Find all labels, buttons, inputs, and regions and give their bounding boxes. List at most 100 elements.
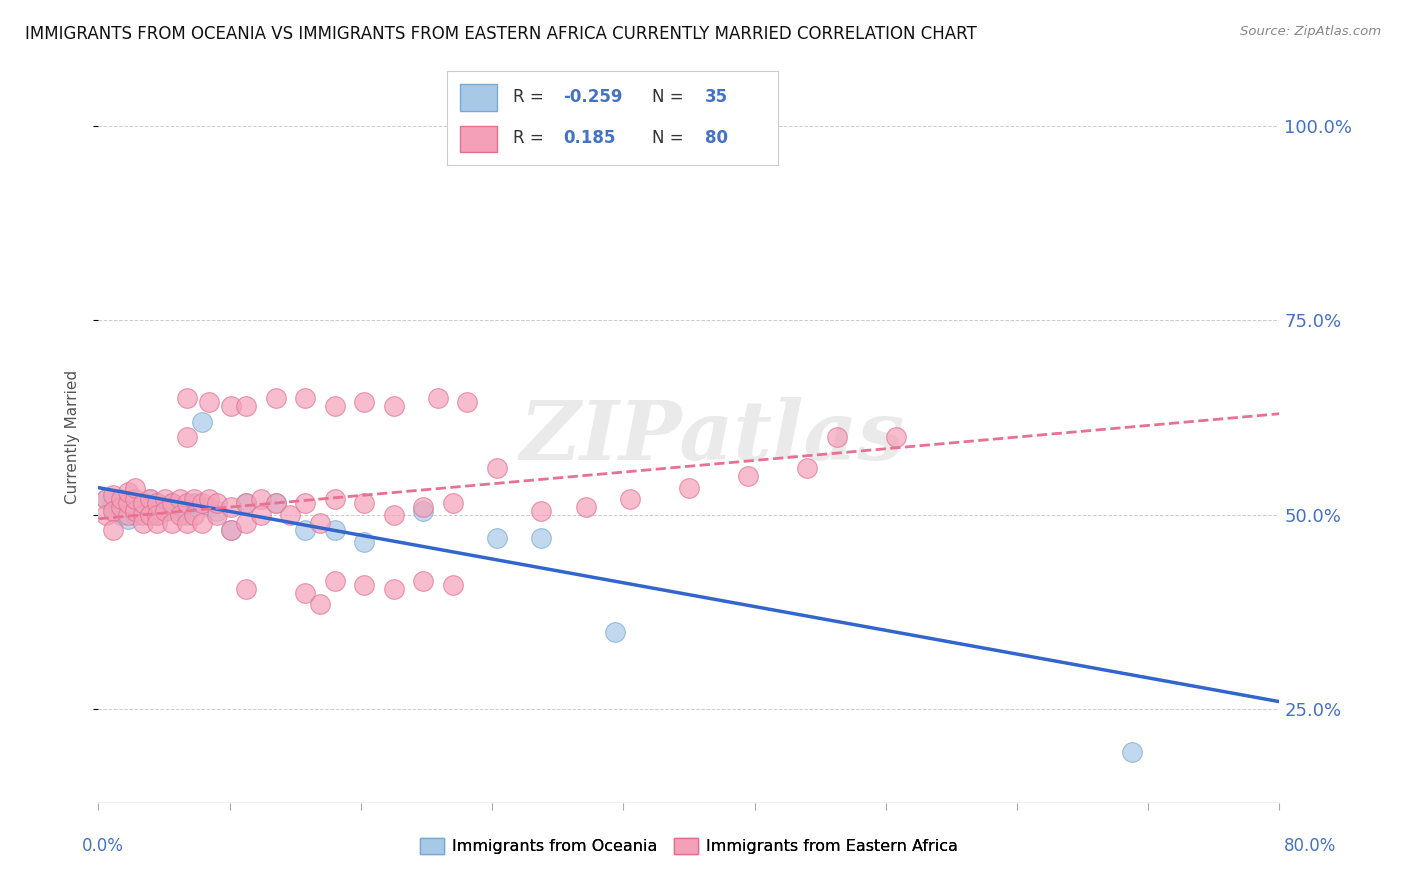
Point	[235, 496, 257, 510]
Point	[153, 492, 176, 507]
Point	[884, 430, 907, 444]
Point	[382, 508, 405, 522]
Legend: Immigrants from Oceania, Immigrants from Eastern Africa: Immigrants from Oceania, Immigrants from…	[413, 831, 965, 861]
Point	[825, 430, 848, 444]
Point	[198, 500, 221, 515]
Point	[412, 504, 434, 518]
Point	[353, 496, 375, 510]
Point	[457, 395, 479, 409]
Point	[486, 531, 509, 545]
Point	[183, 492, 205, 507]
Point	[162, 496, 183, 510]
Point	[191, 415, 214, 429]
Point	[162, 496, 183, 510]
Point	[110, 492, 132, 507]
Text: N =: N =	[652, 128, 689, 147]
Point	[117, 512, 139, 526]
Point	[205, 508, 228, 522]
Point	[124, 504, 146, 518]
Point	[176, 430, 198, 444]
Text: 80.0%: 80.0%	[1284, 837, 1337, 855]
Point	[250, 508, 273, 522]
Point	[94, 492, 117, 507]
Point	[117, 496, 139, 510]
Text: 0.185: 0.185	[562, 128, 616, 147]
Point	[117, 496, 139, 510]
Y-axis label: Currently Married: Currently Married	[65, 370, 80, 504]
Point	[737, 469, 759, 483]
Point	[441, 496, 464, 510]
Point	[191, 516, 214, 530]
Point	[264, 391, 287, 405]
Point	[132, 500, 155, 515]
Point	[117, 484, 139, 499]
Point	[146, 516, 169, 530]
Point	[176, 508, 198, 522]
Point	[1121, 745, 1143, 759]
Point	[619, 492, 641, 507]
Point	[412, 500, 434, 515]
Point	[235, 582, 257, 596]
Point	[94, 508, 117, 522]
Point	[153, 504, 176, 518]
Text: ZIPatlas: ZIPatlas	[520, 397, 905, 477]
Point	[153, 504, 176, 518]
Point	[132, 496, 155, 510]
Point	[221, 399, 243, 413]
Point	[124, 492, 146, 507]
Point	[139, 504, 162, 518]
Point	[198, 395, 221, 409]
Point	[412, 574, 434, 588]
Point	[235, 399, 257, 413]
Point	[110, 500, 132, 515]
Point	[176, 516, 198, 530]
Text: 35: 35	[704, 88, 728, 106]
Point	[441, 578, 464, 592]
Point	[264, 496, 287, 510]
Point	[309, 598, 332, 612]
Text: N =: N =	[652, 88, 689, 106]
Point	[205, 504, 228, 518]
Point	[146, 496, 169, 510]
Point	[169, 492, 191, 507]
Point	[323, 492, 346, 507]
Point	[139, 492, 162, 507]
Point	[198, 492, 221, 507]
Point	[250, 492, 273, 507]
Point	[575, 500, 598, 515]
Point	[323, 399, 346, 413]
Point	[323, 574, 346, 588]
Point	[103, 504, 125, 518]
Point	[169, 508, 191, 522]
Text: IMMIGRANTS FROM OCEANIA VS IMMIGRANTS FROM EASTERN AFRICA CURRENTLY MARRIED CORR: IMMIGRANTS FROM OCEANIA VS IMMIGRANTS FR…	[25, 25, 977, 43]
Point	[294, 391, 316, 405]
Point	[110, 500, 132, 515]
FancyBboxPatch shape	[460, 85, 496, 111]
Point	[146, 508, 169, 522]
Point	[353, 535, 375, 549]
Point	[139, 492, 162, 507]
Point	[280, 508, 302, 522]
Point	[427, 391, 450, 405]
Point	[146, 496, 169, 510]
Point	[221, 524, 243, 538]
Point	[94, 492, 117, 507]
Point	[605, 624, 627, 639]
Point	[221, 500, 243, 515]
Point	[678, 481, 700, 495]
Point	[486, 461, 509, 475]
Point	[176, 391, 198, 405]
Point	[103, 524, 125, 538]
Point	[796, 461, 818, 475]
Text: R =: R =	[513, 128, 550, 147]
Point	[382, 399, 405, 413]
Point	[294, 496, 316, 510]
Point	[235, 496, 257, 510]
Text: Source: ZipAtlas.com: Source: ZipAtlas.com	[1240, 25, 1381, 38]
Point	[139, 508, 162, 522]
Point	[353, 578, 375, 592]
Point	[132, 496, 155, 510]
Point	[117, 508, 139, 522]
Point	[530, 504, 553, 518]
Point	[264, 496, 287, 510]
